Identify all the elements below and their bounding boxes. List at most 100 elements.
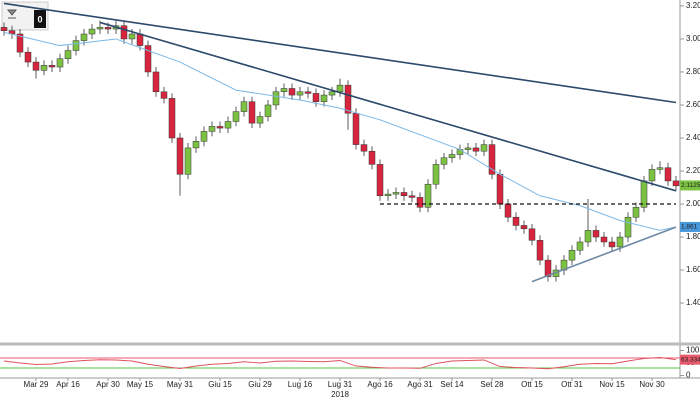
candle-body bbox=[448, 154, 456, 159]
candle-body bbox=[176, 137, 184, 175]
candle-body bbox=[64, 50, 72, 60]
candle-body bbox=[416, 197, 424, 208]
y-tick-label: 2.00 bbox=[686, 199, 700, 208]
candle-body bbox=[384, 193, 392, 197]
candle-body bbox=[144, 45, 152, 73]
candle-body bbox=[200, 131, 208, 142]
candle-body bbox=[480, 144, 488, 152]
y-tick-label: 3.20 bbox=[686, 1, 700, 10]
candle-body bbox=[56, 58, 64, 68]
candle-body bbox=[368, 150, 376, 165]
candle-body bbox=[208, 126, 216, 132]
candle-body bbox=[664, 167, 672, 182]
value-marker-label: 63.3349 bbox=[681, 356, 700, 363]
y-tick-label: 1.80 bbox=[686, 232, 700, 241]
candle-body bbox=[616, 236, 624, 248]
candle-body bbox=[192, 141, 200, 149]
y-tick-label: 3.00 bbox=[686, 34, 700, 43]
y-tick-label: 1.40 bbox=[686, 298, 700, 307]
candle-body bbox=[392, 192, 400, 195]
value-marker-label: 2.1125 bbox=[681, 182, 700, 189]
x-tick-label: Apr 16 bbox=[56, 380, 80, 389]
candle-body bbox=[240, 101, 248, 112]
x-tick-label: Lug 31 bbox=[328, 380, 353, 389]
candle-body bbox=[160, 91, 168, 99]
candle-body bbox=[16, 33, 24, 53]
candle-body bbox=[48, 65, 56, 68]
x-tick-label: May 31 bbox=[167, 380, 194, 389]
y-tick-label: 0 bbox=[686, 371, 691, 380]
badge-box bbox=[34, 10, 46, 28]
candle-body bbox=[408, 195, 416, 198]
candle-body bbox=[672, 180, 680, 187]
candle-body bbox=[168, 98, 176, 139]
x-tick-label: Nov 30 bbox=[639, 380, 665, 389]
candle-body bbox=[248, 101, 256, 124]
candle-body bbox=[496, 174, 504, 205]
candle-body bbox=[128, 33, 136, 40]
candle-body bbox=[592, 230, 600, 238]
candle-body bbox=[600, 236, 608, 243]
candle-body bbox=[488, 144, 496, 175]
rsi-line bbox=[3, 357, 677, 370]
candle-body bbox=[512, 216, 520, 226]
y-tick-label: 2.60 bbox=[686, 100, 700, 109]
trend-line bbox=[531, 226, 677, 283]
candle-body bbox=[80, 33, 88, 41]
candle-body bbox=[312, 93, 320, 102]
candle-body bbox=[568, 249, 576, 261]
candle-body bbox=[400, 192, 408, 197]
candle-body bbox=[352, 112, 360, 145]
candle-body bbox=[648, 169, 656, 182]
candle-body bbox=[376, 164, 384, 197]
candle-body bbox=[576, 241, 584, 251]
x-tick-label: Ago 16 bbox=[367, 380, 393, 389]
value-marker bbox=[680, 180, 700, 191]
x-tick-label: May 15 bbox=[127, 380, 154, 389]
candle-body bbox=[440, 157, 448, 165]
x-tick-label: Set 28 bbox=[480, 380, 504, 389]
candle-body bbox=[224, 121, 232, 129]
candle-body bbox=[656, 167, 664, 170]
candle-body bbox=[264, 104, 272, 117]
candle-body bbox=[24, 51, 32, 63]
candle-body bbox=[608, 241, 616, 248]
candle-body bbox=[40, 65, 48, 71]
x-tick-label: Set 14 bbox=[440, 380, 464, 389]
candle-body bbox=[216, 126, 224, 129]
candle-body bbox=[272, 91, 280, 106]
y-tick-label: 2.80 bbox=[686, 67, 700, 76]
candle-body bbox=[320, 94, 328, 102]
candle-body bbox=[424, 183, 432, 208]
moving-average bbox=[3, 31, 677, 231]
candle-body bbox=[120, 25, 128, 40]
x-tick-label: Ott 15 bbox=[521, 380, 543, 389]
x-tick-label: Apr 30 bbox=[96, 380, 120, 389]
candle-body bbox=[544, 259, 552, 277]
candle-body bbox=[96, 27, 104, 30]
candle-body bbox=[536, 240, 544, 261]
candle-body bbox=[528, 228, 536, 241]
candle-body bbox=[184, 147, 192, 175]
candle-body bbox=[88, 28, 96, 35]
x-tick-label: Giu 29 bbox=[248, 380, 272, 389]
value-marker bbox=[680, 354, 700, 365]
candle-body bbox=[640, 180, 648, 208]
candle-body bbox=[464, 147, 472, 150]
toolbar-icon bbox=[6, 9, 18, 19]
candle-body bbox=[632, 207, 640, 218]
y-tick-label: 100 bbox=[686, 346, 700, 355]
candle-body bbox=[296, 91, 304, 96]
candle-body bbox=[336, 84, 344, 93]
candle-body bbox=[504, 203, 512, 218]
x-tick-label: Ott 31 bbox=[561, 380, 583, 389]
x-tick-label: Lug 16 bbox=[288, 380, 313, 389]
candle-body bbox=[432, 164, 440, 185]
candle-body bbox=[152, 71, 160, 93]
candle-body bbox=[32, 61, 40, 71]
candle-body bbox=[136, 33, 144, 46]
candle-body bbox=[256, 116, 264, 124]
candle-body bbox=[328, 91, 336, 96]
candle-body bbox=[472, 147, 480, 152]
